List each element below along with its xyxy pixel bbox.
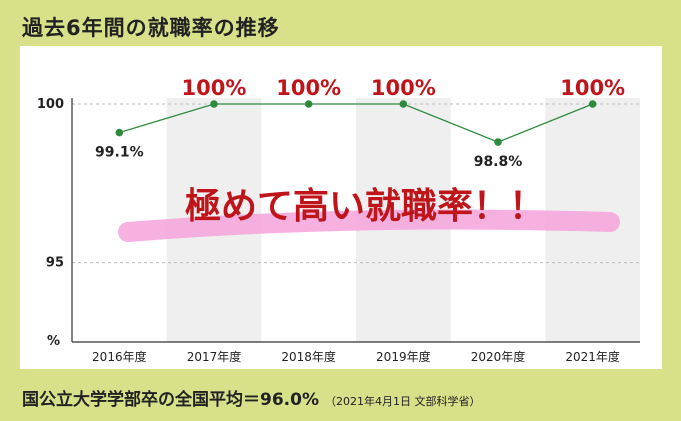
x-tick-label: 2021年度 — [565, 349, 620, 364]
data-label: 100% — [182, 76, 247, 100]
data-label: 100% — [371, 76, 436, 100]
x-tick-label: 2016年度 — [92, 349, 147, 364]
annotation-text: 極めて高い就職率！！ — [185, 186, 545, 227]
highlighter-stroke — [118, 209, 620, 242]
data-point — [115, 128, 124, 137]
y-tick-label: 100 — [37, 97, 64, 112]
y-axis-unit: % — [47, 334, 60, 349]
data-point — [494, 138, 502, 146]
chart-title: 過去6年間の就職率の推移 — [22, 16, 280, 40]
employment-rate-chart: 100 95% 2016年度 2017年度 2018年度 2019年度 2020年度 2021… — [37, 76, 640, 364]
x-tick-label: 2020年度 — [471, 349, 526, 364]
data-point — [588, 100, 597, 108]
chart-footer: 国公立大学学部卒の全国平均＝96.0% （2021年4月1日 文部科学省） — [22, 385, 480, 410]
data-label: 99.1% — [95, 145, 144, 161]
x-tick-label: 2017年度 — [187, 349, 242, 364]
chart-panel: 100 95% 2016年度 2017年度 2018年度 2019年度 2020年度 2021… — [20, 46, 662, 369]
data-label: 100% — [276, 76, 341, 100]
data-point — [304, 100, 313, 108]
rate-line — [119, 103, 593, 143]
national-average-note: 国公立大学学部卒の全国平均＝96.0% — [22, 390, 319, 410]
x-tick-label: 2019年度 — [376, 349, 431, 364]
source-note: （2021年4月1日 文部科学省） — [324, 395, 481, 408]
data-label: 98.8% — [474, 154, 523, 170]
x-tick-label: 2018年度 — [281, 349, 336, 364]
data-label: 100% — [560, 76, 625, 100]
data-point — [210, 100, 218, 108]
data-point — [399, 100, 408, 108]
y-tick-label: 95 — [46, 256, 64, 271]
